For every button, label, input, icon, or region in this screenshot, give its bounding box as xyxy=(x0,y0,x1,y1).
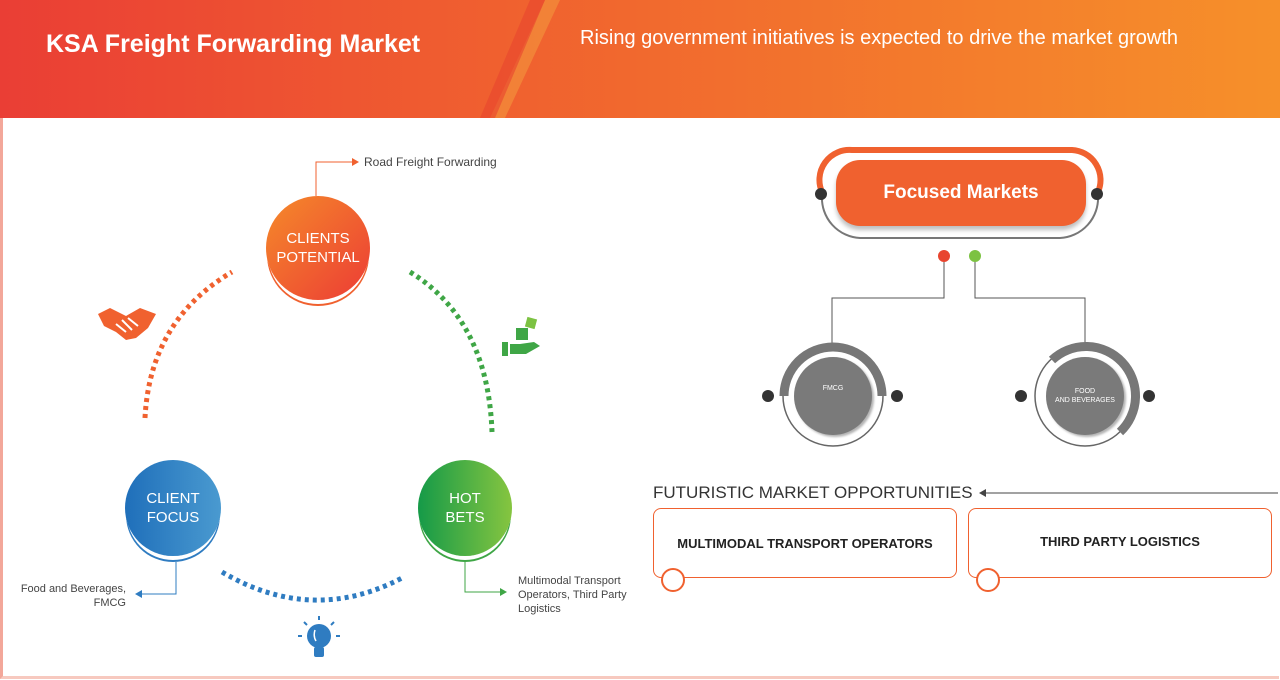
client-focus-note: Food and Beverages, FMCG xyxy=(10,582,126,610)
arc-orange xyxy=(142,269,234,419)
opportunity-3pl: THIRD PARTY LOGISTICS xyxy=(968,508,1272,578)
market-food-line2: AND BEVERAGES xyxy=(1055,397,1115,404)
ring-icon xyxy=(976,568,1000,592)
opportunity-multimodal: MULTIMODAL TRANSPORT OPERATORS xyxy=(653,508,957,578)
content-frame xyxy=(0,118,1279,679)
dice-hand-icon xyxy=(502,316,540,356)
hot-bets-line2: BETS xyxy=(445,509,485,526)
market-food-beverages: FOOD AND BEVERAGES xyxy=(1046,357,1124,435)
hot-bets-note: Multimodal Transport Operators, Third Pa… xyxy=(518,574,627,616)
hot-bets-note-line3: Logistics xyxy=(518,603,561,615)
client-focus-line2: FOCUS xyxy=(146,509,200,526)
arc-blue xyxy=(220,569,404,603)
ring-icon xyxy=(661,568,685,592)
arc-green xyxy=(408,269,495,433)
header-diagonal xyxy=(480,0,560,118)
clients-potential-note: Road Freight Forwarding xyxy=(364,155,497,169)
page-subtitle: Rising government initiatives is expecte… xyxy=(580,27,1179,49)
market-food-line1: FOOD xyxy=(1074,388,1096,395)
hot-bets-note-line2: Operators, Third Party xyxy=(518,589,627,601)
client-focus-note-line1: Food and Beverages, xyxy=(20,583,126,595)
header-banner: KSA Freight Forwarding Market Rising gov… xyxy=(0,0,1280,118)
clients-potential-line1: CLIENTS xyxy=(286,230,350,247)
market-fmcg: FMCG xyxy=(794,357,872,435)
opportunity-3pl-label: THIRD PARTY LOGISTICS xyxy=(1040,534,1200,549)
page-title: KSA Freight Forwarding Market xyxy=(46,30,421,58)
hot-bets-node: HOT BETS xyxy=(418,460,512,556)
futuristic-title: FUTURISTIC MARKET OPPORTUNITIES xyxy=(653,483,973,502)
client-focus-node: CLIENT FOCUS xyxy=(125,460,221,556)
handshake-icon xyxy=(98,308,156,340)
lightbulb-icon xyxy=(298,616,340,657)
opportunity-multimodal-label: MULTIMODAL TRANSPORT OPERATORS xyxy=(677,535,933,551)
client-focus-note-line2: FMCG xyxy=(93,597,126,609)
market-fmcg-label: FMCG xyxy=(822,385,844,392)
hot-bets-note-line1: Multimodal Transport xyxy=(518,575,621,587)
clients-potential-line2: POTENTIAL xyxy=(276,249,360,266)
clients-potential-node: CLIENTS POTENTIAL xyxy=(266,196,370,300)
hot-bets-line1: HOT xyxy=(449,490,481,507)
client-focus-line1: CLIENT xyxy=(146,490,200,507)
focused-markets-title: Focused Markets xyxy=(836,160,1086,226)
